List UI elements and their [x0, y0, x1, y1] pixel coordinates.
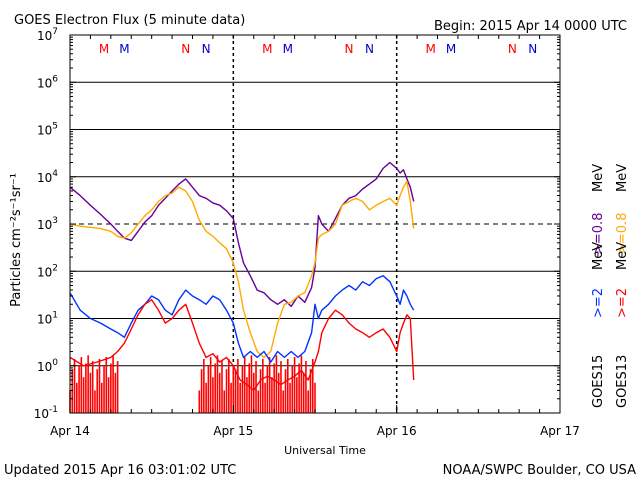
updated-text: Updated 2015 Apr 16 03:01:02 UTC	[4, 463, 236, 478]
noon-marker-label: N	[528, 42, 537, 56]
x-axis: Apr 14 Apr 15 Apr 16 Apr 17	[50, 35, 580, 438]
legend-lower: >=2	[591, 288, 606, 318]
y-axis: 10-1 100 101 102 103 104 105 106 107	[34, 27, 560, 421]
noon-marker-label: M	[446, 42, 456, 56]
data-series	[69, 161, 415, 413]
y-tick-label: 102	[37, 263, 58, 279]
y-tick-label: 10-1	[34, 405, 58, 421]
legend-lower-2: >=2	[615, 288, 630, 318]
y-tick-label: 107	[37, 27, 58, 43]
legend-lower-unit: MeV	[591, 242, 606, 270]
series-line-4	[69, 299, 415, 392]
x-tick-label: Apr 17	[540, 424, 580, 438]
noon-marker-label: M	[426, 42, 436, 56]
noon-marker-label: N	[345, 42, 354, 56]
noon-marker-label: M	[283, 42, 293, 56]
y-tick-label: 104	[37, 169, 58, 185]
series-line-1	[69, 161, 415, 308]
legend: >=0.8 >=0.8 MeV MeV >=2 >=2 MeV MeV GOES…	[591, 164, 630, 408]
y-tick-label: 106	[37, 74, 58, 90]
legend-sat-2: GOES13	[615, 355, 630, 408]
legend-upper-unit: MeV	[591, 164, 606, 192]
noon-marker-label: M	[262, 42, 272, 56]
legend-upper-1: >=0.8	[591, 213, 606, 255]
noon-marker-label: N	[365, 42, 374, 56]
begin-label: Begin: 2015 Apr 14 0000 UTC	[434, 19, 627, 34]
legend-sat-1: GOES15	[591, 355, 606, 408]
legend-upper: >=0.8	[591, 213, 606, 255]
x-axis-label: Universal Time	[284, 444, 366, 457]
legend-upper-unit-2: MeV	[615, 164, 630, 192]
noon-marker-label: M	[99, 42, 109, 56]
x-tick-label: Apr 14	[50, 424, 90, 438]
chart-title: GOES Electron Flux (5 minute data)	[14, 13, 245, 28]
y-tick-label: 103	[37, 216, 58, 232]
noon-marker-label: N	[508, 42, 517, 56]
legend-lower-2-text: >=2	[615, 288, 630, 318]
y-tick-label: 101	[37, 311, 58, 327]
y-axis-label: Particles cm⁻²s⁻¹sr⁻¹	[9, 173, 24, 307]
noon-marker-label: M	[119, 42, 129, 56]
legend-lower-1: >=2	[591, 288, 606, 318]
credit-text: NOAA/SWPC Boulder, CO USA	[443, 463, 636, 478]
noon-marker-label: N	[202, 42, 211, 56]
x-tick-label: Apr 15	[213, 424, 253, 438]
y-tick-label: 100	[37, 358, 58, 374]
x-tick-label: Apr 16	[377, 424, 417, 438]
noon-marker-label: N	[181, 42, 190, 56]
legend-upper-2-text: >=0.8	[615, 213, 630, 255]
series-line-2	[69, 180, 415, 359]
legend-upper-2: >=0.8	[615, 213, 630, 255]
y-tick-label: 105	[37, 122, 58, 138]
legend-lower-unit-2: MeV	[615, 242, 630, 270]
